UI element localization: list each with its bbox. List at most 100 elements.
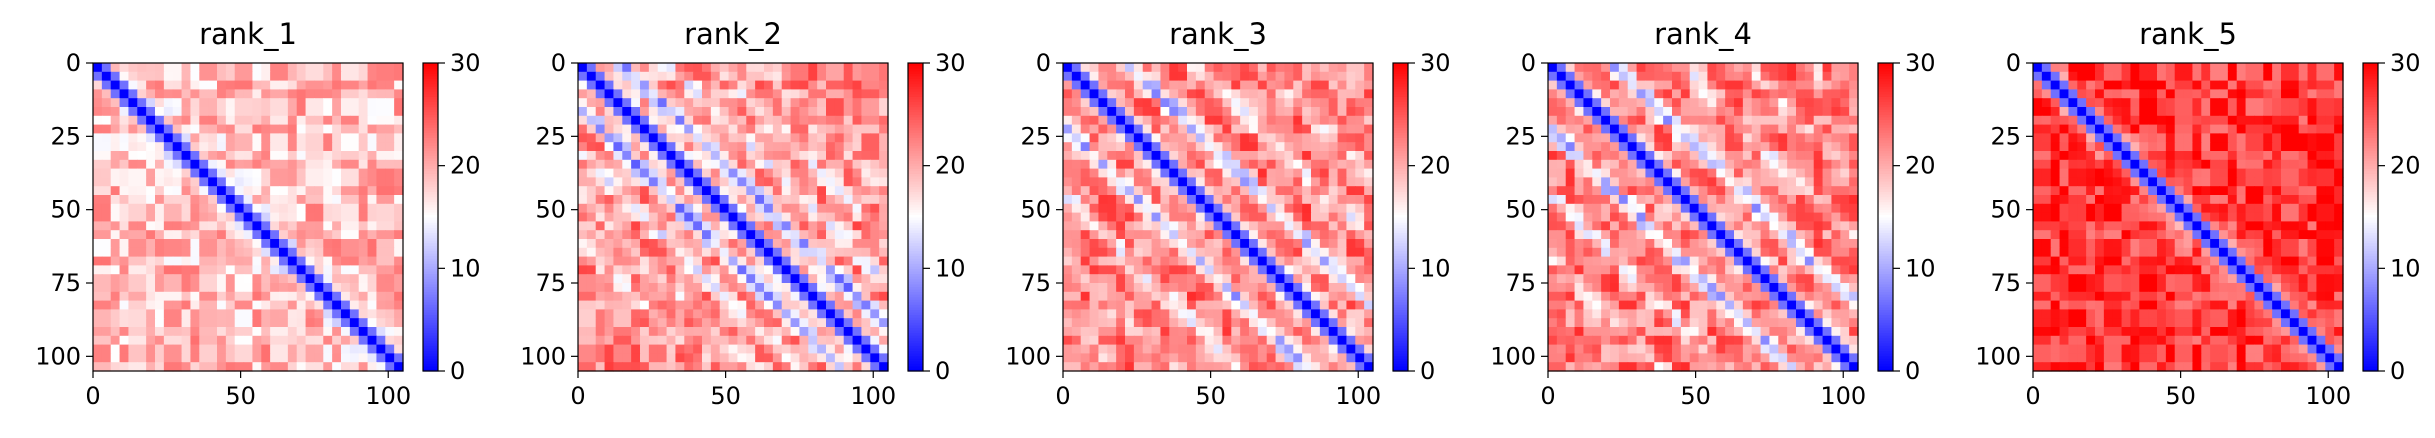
heatmap-cell: [1213, 230, 1224, 240]
heatmap-cell: [1169, 327, 1179, 337]
heatmap-cell: [1257, 89, 1268, 99]
heatmap-cell: [1778, 159, 1788, 170]
heatmap-cell: [1618, 230, 1629, 240]
colorbar-segment: [1393, 73, 1408, 77]
heatmap-cell: [1293, 327, 1303, 337]
heatmap-cell: [1592, 221, 1602, 231]
heatmap-cell: [648, 203, 659, 214]
heatmap-cell: [861, 300, 871, 310]
heatmap-cell: [1125, 327, 1135, 337]
heatmap-cell: [1698, 151, 1709, 161]
heatmap-cell: [1636, 63, 1647, 73]
heatmap-cell: [1822, 274, 1833, 284]
heatmap-cell: [314, 362, 324, 372]
heatmap-cell: [1071, 318, 1082, 328]
heatmap-cell: [1125, 362, 1135, 372]
heatmap-cell: [225, 133, 236, 143]
heatmap-cell: [604, 168, 615, 178]
heatmap-cell: [1346, 71, 1356, 82]
heatmap-cell: [1257, 335, 1268, 346]
heatmap-cell: [199, 300, 209, 310]
heatmap-cell: [181, 335, 192, 346]
heatmap-cell: [1098, 353, 1108, 363]
heatmap-cell: [1293, 159, 1303, 170]
heatmap-cell: [1680, 115, 1691, 126]
heatmap-cell: [110, 247, 121, 258]
heatmap-cell: [1610, 98, 1620, 108]
heatmap-cell: [1231, 230, 1241, 240]
heatmap-cell: [128, 159, 138, 170]
heatmap-cell: [657, 230, 668, 240]
heatmap-cell: [604, 186, 615, 196]
heatmap-cell: [1355, 142, 1365, 152]
heatmap-cell: [1734, 115, 1744, 126]
heatmap-cell: [1364, 80, 1374, 90]
heatmap-cell: [675, 274, 685, 284]
heatmap-cell: [1813, 221, 1824, 231]
heatmap-cell: [622, 186, 632, 196]
colorbar-segment: [423, 276, 438, 280]
heatmap-cell: [1627, 177, 1638, 187]
heatmap-cell: [1302, 327, 1312, 337]
heatmap-cell: [1627, 230, 1638, 240]
heatmap-cell: [604, 318, 615, 328]
heatmap-cell: [1089, 353, 1100, 363]
colorbar-segment: [1393, 122, 1408, 126]
heatmap-cell: [341, 71, 351, 82]
heatmap-cell: [172, 362, 183, 372]
heatmap-cell: [181, 142, 192, 152]
heatmap-cell: [817, 309, 827, 319]
heatmap-cell: [1169, 265, 1179, 275]
heatmap-cell: [1760, 256, 1771, 266]
heatmap-cell: [1266, 151, 1277, 161]
heatmap-cell: [746, 230, 756, 240]
heatmap-cell: [349, 212, 360, 222]
colorbar-segment: [423, 286, 438, 290]
heatmap-cell: [1195, 195, 1206, 205]
heatmap-cell: [578, 362, 588, 372]
heatmap-cell: [595, 203, 606, 214]
heatmap-cell: [790, 335, 801, 346]
heatmap-cell: [1751, 115, 1762, 126]
heatmap-cell: [1063, 151, 1073, 161]
heatmap-cell: [1636, 71, 1647, 82]
heatmap-cell: [376, 98, 386, 108]
heatmap-cell: [1266, 177, 1277, 187]
heatmap-cell: [1636, 247, 1647, 258]
colorbar-segment: [423, 301, 438, 305]
heatmap-cell: [1565, 256, 1576, 266]
heatmap-cell: [640, 142, 650, 152]
heatmap-cell: [181, 71, 192, 82]
heatmap-cell: [1840, 177, 1850, 187]
heatmap-cell: [199, 133, 209, 143]
heatmap-cell: [657, 186, 668, 196]
colorbar-segment: [908, 155, 923, 159]
heatmap-cell: [1849, 115, 1859, 126]
heatmap-cell: [243, 300, 254, 310]
heatmap-cell: [702, 186, 712, 196]
heatmap-cell: [1840, 265, 1850, 275]
heatmap-cell: [666, 353, 677, 363]
heatmap-cell: [1311, 71, 1321, 82]
heatmap-cell: [1610, 115, 1620, 126]
heatmap-cell: [595, 212, 606, 222]
heatmap-cell: [270, 133, 280, 143]
heatmap-cell: [349, 177, 360, 187]
heatmap-cell: [631, 80, 641, 90]
heatmap-cell: [799, 344, 809, 354]
heatmap-cell: [622, 265, 632, 275]
heatmap-cell: [1618, 115, 1629, 126]
heatmap-cell: [1355, 133, 1365, 143]
heatmap-cell: [1275, 318, 1286, 328]
heatmap-cell: [764, 239, 774, 249]
colorbar-segment: [1393, 186, 1408, 190]
heatmap-cell: [190, 71, 200, 82]
heatmap-cell: [710, 362, 721, 372]
heatmap-cell: [314, 124, 324, 134]
heatmap-cell: [790, 344, 801, 354]
heatmap-cell: [287, 335, 298, 346]
heatmap-1: [93, 63, 404, 372]
heatmap-cell: [110, 274, 121, 284]
heatmap-cell: [385, 71, 395, 82]
heatmap-cell: [826, 256, 836, 266]
